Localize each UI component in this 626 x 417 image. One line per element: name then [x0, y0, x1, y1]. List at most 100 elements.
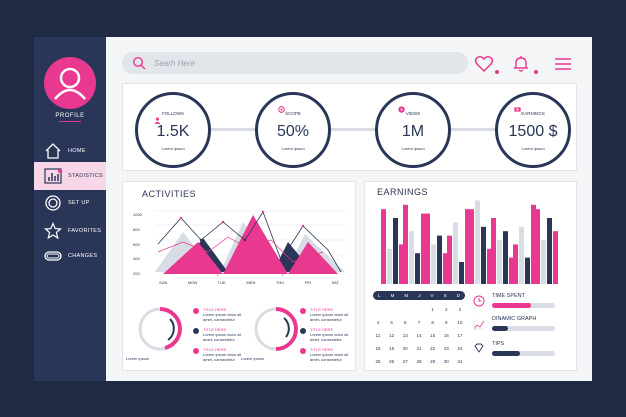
sidebar-item-label: SET UP	[68, 200, 90, 206]
sidebar-item-stadistics[interactable]: STADISTICS	[34, 162, 118, 190]
stat-earnings[interactable]: EARNINGS 1500 $ Lorem ipsum	[495, 92, 571, 168]
sidebar: PROFILE HOME STADISTICS SET UP FAVORIT	[34, 37, 118, 381]
calendar-day[interactable]: 28	[416, 359, 422, 364]
x-tick: MON	[187, 280, 198, 285]
earnings-bar	[447, 235, 452, 284]
calendar-day[interactable]: 14	[416, 333, 422, 338]
calendar-day[interactable]: 23	[443, 346, 449, 351]
calendar-day[interactable]: 13	[402, 333, 408, 338]
day-letter: M	[390, 293, 395, 298]
stat-caption: Lorem ipsum	[521, 146, 545, 151]
calendar-day[interactable]: 18	[375, 346, 381, 351]
calendar-day[interactable]: 4	[376, 320, 380, 325]
calendar-day[interactable]: 8	[431, 320, 434, 325]
search-input[interactable]: Searh Here	[154, 58, 195, 68]
calendar-day[interactable]: 24	[457, 346, 463, 351]
tips-progress	[492, 351, 555, 356]
calendar-day[interactable]: 6	[404, 320, 407, 325]
x-tick: TUE	[217, 280, 226, 285]
earnings-bar	[399, 244, 404, 284]
day-letter: J	[418, 293, 421, 298]
donut-caption: Lorem ipsum	[126, 356, 150, 361]
dollar-icon	[514, 107, 521, 112]
earnings-bar	[525, 257, 530, 284]
metric-label: TIME SPENT	[492, 293, 526, 299]
calendar-day[interactable]: 3	[458, 307, 462, 312]
day-letter: M	[404, 293, 409, 298]
calendar-day[interactable]: 17	[457, 333, 463, 338]
calendar-day[interactable]: 19	[389, 346, 395, 351]
search-bar[interactable]: Searh Here	[122, 52, 468, 74]
sidebar-item-label: HOME	[68, 148, 86, 154]
sidebar-item-setup[interactable]: SET UP	[34, 189, 118, 217]
y-axis-ticks: 1000 800 600 400 200	[133, 208, 142, 282]
calendar-day[interactable]: 1	[431, 307, 434, 312]
earnings-bar	[421, 213, 426, 284]
bar-chart-icon	[42, 166, 64, 186]
profile-label[interactable]: PROFILE	[34, 113, 106, 122]
stat-scope[interactable]: SCOPE 50% Lorem ipsum	[255, 92, 331, 168]
earnings-bar	[531, 204, 536, 284]
dinamic-graph-progress	[492, 326, 555, 331]
stat-value: 1.5K	[156, 123, 190, 140]
sidebar-item-label: CHANGES	[68, 253, 98, 259]
calendar-day[interactable]: 2	[445, 307, 448, 312]
earnings-bar	[475, 200, 480, 284]
legend-text: Lorem ipsum dolor sit amet, consectetur	[203, 312, 242, 322]
legend-dot	[193, 348, 199, 354]
calendar-day[interactable]: 11	[375, 333, 381, 338]
calendar-day[interactable]: 22	[430, 346, 436, 351]
calendar-day[interactable]: 29	[430, 359, 436, 364]
calendar-day[interactable]: 26	[389, 359, 395, 364]
menu-button[interactable]	[552, 53, 574, 75]
stat-views[interactable]: VIEWS 1M Lorem ipsum	[375, 92, 451, 168]
stat-value: 1M	[401, 123, 425, 140]
main-area: Searh Here FOLLOWS 1.5K Lorem ipsum SCOP…	[106, 37, 592, 381]
stat-value: 50%	[276, 123, 310, 140]
legend-title: TITLE HERE	[203, 307, 227, 312]
earnings-bar	[547, 218, 552, 284]
sidebar-item-home[interactable]: HOME	[34, 137, 118, 165]
progress-fill	[492, 351, 521, 356]
calendar-day[interactable]: 7	[417, 320, 421, 325]
sidebar-item-changes[interactable]: CHANGES	[34, 242, 118, 270]
stat-caption: Lorem ipsum	[161, 146, 185, 151]
profile-avatar[interactable]	[44, 57, 96, 109]
notifications-button[interactable]	[510, 53, 532, 75]
earnings-bar	[465, 209, 470, 284]
calendar-day[interactable]: 21	[416, 346, 422, 351]
earnings-bar	[409, 231, 414, 284]
x-tick: SUN	[159, 280, 168, 285]
favorite-button[interactable]	[473, 53, 495, 75]
earnings-bar-chart	[381, 200, 558, 284]
calendar-day[interactable]: 12	[389, 333, 395, 338]
stat-follows[interactable]: FOLLOWS 1.5K Lorem ipsum	[135, 92, 211, 168]
calendar-day	[387, 307, 397, 312]
legend-title: TITLE HERE	[203, 327, 227, 332]
earnings-bar	[403, 204, 408, 284]
calendar-day[interactable]: 27	[402, 359, 408, 364]
calendar-day[interactable]: 15	[430, 333, 436, 338]
toggle-icon	[42, 246, 64, 266]
calendar-day[interactable]: 10	[457, 320, 463, 325]
calendar-day[interactable]: 31	[457, 359, 463, 364]
calendar-day[interactable]: 20	[402, 346, 408, 351]
calendar-day[interactable]: 5	[390, 320, 393, 325]
earnings-bar	[415, 253, 420, 284]
stat-label: FOLLOWS	[161, 111, 184, 116]
calendar-week: 18 19 20 21 22 23 24	[373, 346, 465, 351]
calendar-day[interactable]: 16	[443, 333, 449, 338]
calendar-day[interactable]: 30	[443, 359, 449, 364]
calendar-day[interactable]: 9	[445, 320, 448, 325]
donut-caption: Lorem ipsum	[241, 356, 265, 361]
y-tick: 200	[133, 271, 140, 277]
earnings-bar	[503, 231, 508, 284]
earnings-bar	[393, 218, 398, 284]
activities-panel: ACTIVITIES 1000	[122, 181, 356, 371]
calendar-day[interactable]: 25	[375, 359, 381, 364]
stat-label: VIEWS	[405, 111, 421, 116]
notification-dot	[495, 70, 499, 74]
stats-panel: FOLLOWS 1.5K Lorem ipsum SCOPE 50% Lorem…	[122, 83, 577, 171]
sidebar-item-label: FAVORITES	[68, 228, 102, 234]
sidebar-item-favorites[interactable]: FAVORITES	[34, 217, 118, 245]
